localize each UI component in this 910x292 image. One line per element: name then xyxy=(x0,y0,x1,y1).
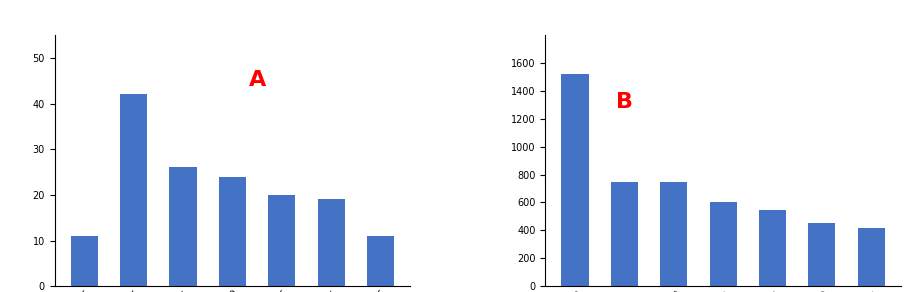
Bar xyxy=(218,177,246,286)
Bar xyxy=(858,228,885,286)
Bar xyxy=(611,182,638,286)
Bar xyxy=(710,202,737,286)
Bar xyxy=(71,236,97,286)
Bar xyxy=(759,210,786,286)
Bar xyxy=(367,236,394,286)
Bar xyxy=(318,199,345,286)
Text: A: A xyxy=(248,70,266,90)
Bar xyxy=(660,182,687,286)
Bar xyxy=(169,167,197,286)
Text: B: B xyxy=(616,92,632,112)
Bar xyxy=(268,195,296,286)
Bar xyxy=(120,94,147,286)
Bar xyxy=(808,223,835,286)
Bar xyxy=(561,74,589,286)
